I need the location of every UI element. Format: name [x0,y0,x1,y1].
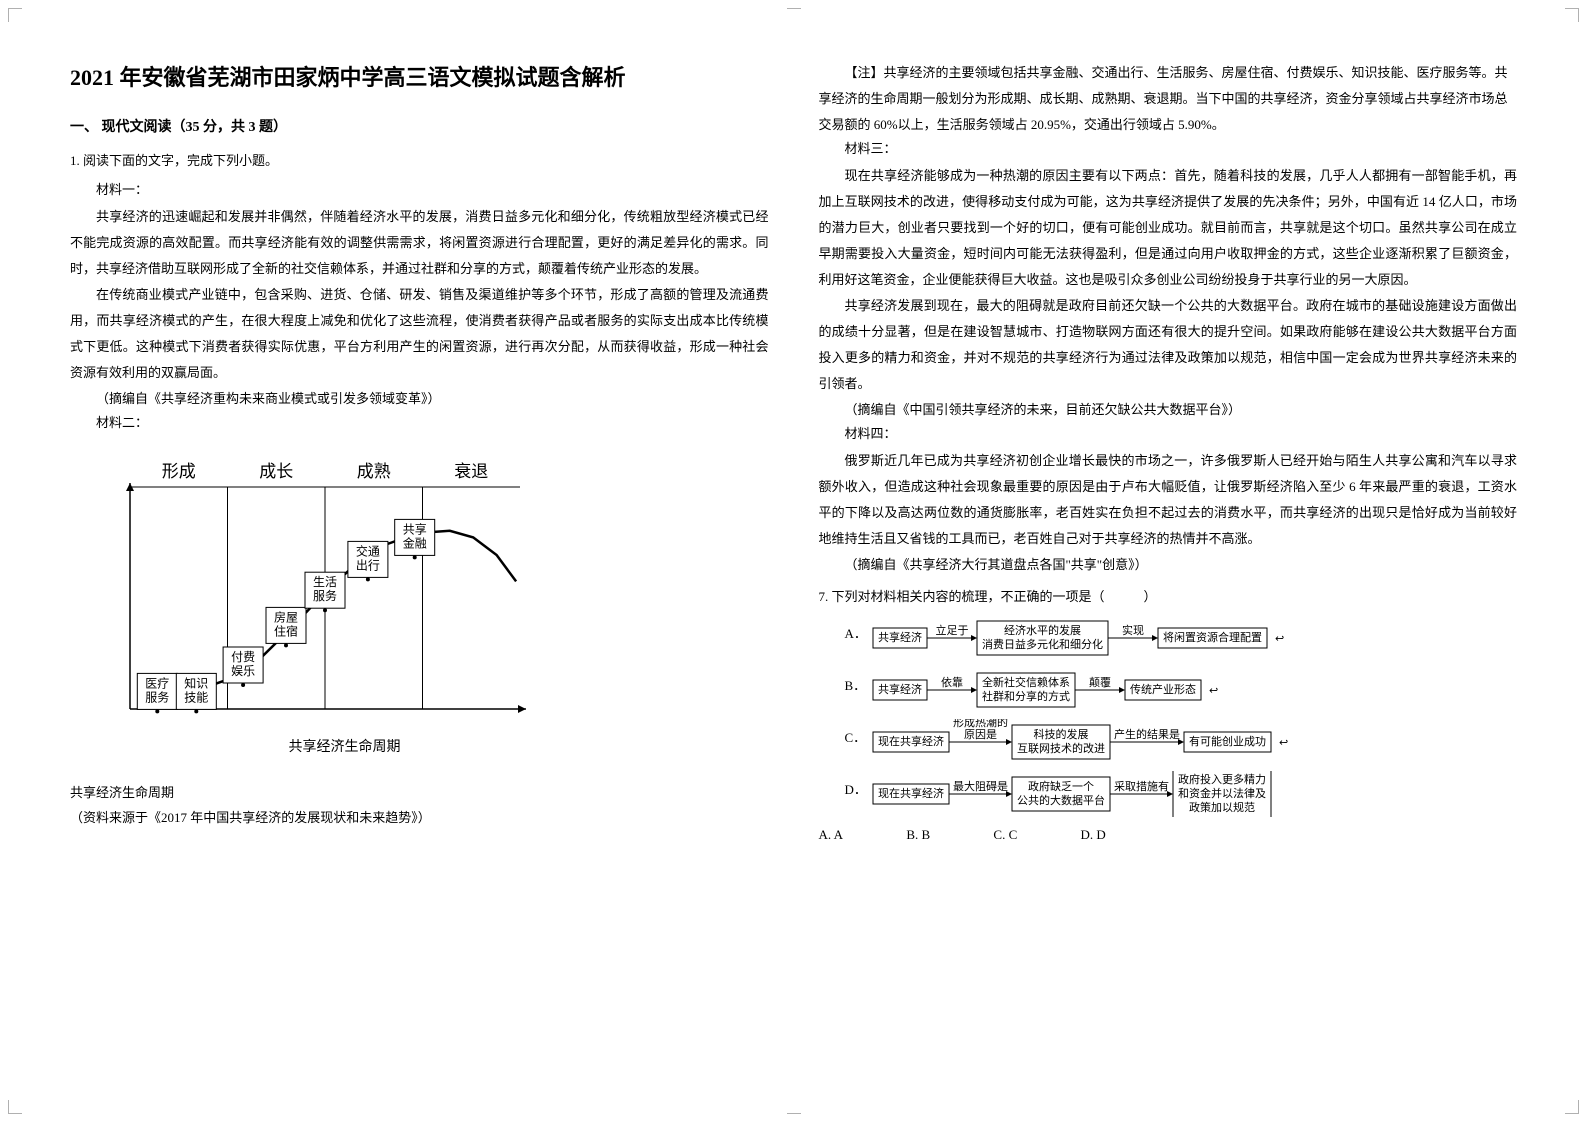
option-row: B． 共享经济 依靠 全新社交信赖体系社群和分享的方式 颠覆传统产业形态 ↩ [845,667,1518,713]
option-letter: B． [845,667,871,694]
options-diagrams: A．共享经济立足于经济水平的发展消费日益多元化和细分化实现将闲置资源合理配置↩B… [819,615,1518,817]
answer-c: C. C [993,827,1017,842]
svg-text:共享经济: 共享经济 [878,630,922,644]
svg-text:生活: 生活 [313,575,337,589]
section-1-heading: 一、 现代文阅读（35 分，共 3 题） [70,116,769,136]
material-3-paragraph-2: 共享经济发展到现在，最大的阻碍就是政府目前还欠缺一个公共的大数据平台。政府在城市… [819,293,1518,397]
svg-text:知识: 知识 [184,676,208,690]
svg-text:政府缺乏一个: 政府缺乏一个 [1028,779,1094,793]
svg-text:最大阻碍是: 最大阻碍是 [953,779,1008,793]
svg-text:消费日益多元化和细分化: 消费日益多元化和细分化 [982,637,1103,651]
answer-a: A. A [819,827,844,842]
svg-text:金融: 金融 [403,535,427,550]
svg-text:服务: 服务 [313,588,337,603]
question-1-label: 1. 阅读下面的文字，完成下列小题。 [70,150,769,169]
svg-text:现在共享经济: 现在共享经济 [878,786,944,800]
option-letter: A． [845,615,871,642]
option-flow-svg: 共享经济立足于 经济水平的发展消费日益多元化和细分化 实现将闲置资源合理配置 ↩ [871,615,1431,661]
svg-text:↩: ↩ [1275,633,1284,645]
answer-d: D. D [1081,827,1106,842]
svg-text:依靠: 依靠 [941,675,963,689]
left-column: 2021 年安徽省芜湖市田家炳中学高三语文模拟试题含解析 一、 现代文阅读（35… [70,60,794,1082]
option-flow-svg: 现在共享经济最大阻碍是 政府缺乏一个公共的大数据平台采取措施有政府投入更多精力和资… [871,771,1431,817]
svg-text:社群和分享的方式: 社群和分享的方式 [982,689,1070,703]
option-letter: D． [845,771,871,798]
svg-text:政府投入更多精力: 政府投入更多精力 [1178,772,1266,786]
svg-text:服务: 服务 [145,689,169,704]
svg-text:产生的结果是: 产生的结果是 [1114,727,1180,741]
option-row: C． 现在共享经济形成热潮的原因是 科技的发展互联网技术的改进产生的结果是有可能创业… [845,719,1518,765]
svg-text:形成热潮的: 形成热潮的 [953,719,1008,729]
option-row: A． 共享经济立足于 经济水平的发展消费日益多元化和细分化 实现将闲置资源合理配置 ↩ [845,615,1518,661]
material-4-paragraph-1: 俄罗斯近几年已成为共享经济初创企业增长最快的市场之一，许多俄罗斯人已经开始与陌生… [819,448,1518,552]
chart-source: （资料来源于《2017 年中国共享经济的发展现状和未来趋势》） [70,807,769,826]
lifecycle-chart-svg: 形成成长成熟衰退医疗服务知识技能付费娱乐房屋住宿生活服务交通出行共享金融共享经济… [70,449,540,769]
svg-text:形成: 形成 [162,462,196,481]
svg-text:娱乐: 娱乐 [231,664,255,678]
material-4-label: 材料四： [819,423,1518,442]
svg-text:传统产业形态: 传统产业形态 [1130,682,1196,696]
svg-text:和资金并以法律及: 和资金并以法律及 [1178,786,1266,800]
material-4-citation: （摘编自《共享经济大行其道盘点各国"共享"创意》） [819,552,1518,578]
svg-text:↩: ↩ [1209,685,1218,697]
question-7-label: 7. 下列对材料相关内容的梳理，不正确的一项是（ ） [819,586,1518,605]
svg-text:科技的发展: 科技的发展 [1033,727,1088,741]
option-flow-svg: 现在共享经济形成热潮的原因是 科技的发展互联网技术的改进产生的结果是有可能创业成功… [871,719,1431,765]
material-3-citation: （摘编自《中国引领共享经济的未来，目前还欠缺公共大数据平台》） [819,397,1518,423]
answer-b: B. B [906,827,930,842]
svg-text:互联网技术的改进: 互联网技术的改进 [1017,741,1105,755]
svg-text:住宿: 住宿 [274,623,298,638]
svg-text:颠覆: 颠覆 [1089,675,1111,689]
option-row: D． 现在共享经济最大阻碍是 政府缺乏一个公共的大数据平台采取措施有政府投入更多精力… [845,771,1518,817]
svg-text:现在共享经济: 现在共享经济 [878,734,944,748]
svg-text:立足于: 立足于 [935,623,968,637]
material-3-label: 材料三： [819,138,1518,157]
svg-text:有可能创业成功: 有可能创业成功 [1189,734,1266,748]
answer-choices: A. A B. B C. C D. D [819,827,1518,843]
svg-text:付费: 付费 [231,650,255,664]
svg-text:共享经济生命周期: 共享经济生命周期 [289,738,401,755]
svg-text:技能: 技能 [184,690,208,704]
svg-text:共享经济: 共享经济 [878,682,922,696]
svg-text:衰退: 衰退 [454,462,488,481]
svg-text:共享: 共享 [403,521,427,536]
chart-caption: 共享经济生命周期 [70,782,769,801]
svg-text:成长: 成长 [259,462,293,481]
svg-text:医疗: 医疗 [145,676,169,690]
svg-text:采取措施有: 采取措施有 [1114,779,1169,793]
svg-text:全新社交信赖体系: 全新社交信赖体系 [982,675,1070,689]
material-2-label: 材料二： [70,412,769,431]
exam-title: 2021 年安徽省芜湖市田家炳中学高三语文模拟试题含解析 [70,60,769,92]
material-1-citation: （摘编自《共享经济重构未来商业模式或引发多领域变革》） [70,386,769,412]
svg-text:实现: 实现 [1122,623,1144,637]
svg-text:↩: ↩ [1279,737,1288,749]
svg-text:出行: 出行 [356,558,380,572]
note-paragraph: 【注】共享经济的主要领域包括共享金融、交通出行、生活服务、房屋住宿、付费娱乐、知… [819,60,1518,138]
svg-text:交通: 交通 [356,543,380,558]
svg-text:成熟: 成熟 [357,461,391,481]
material-3-paragraph-1: 现在共享经济能够成为一种热潮的原因主要有以下两点：首先，随着科技的发展，几乎人人… [819,163,1518,293]
material-1-label: 材料一： [70,179,769,198]
lifecycle-chart: 形成成长成熟衰退医疗服务知识技能付费娱乐房屋住宿生活服务交通出行共享金融共享经济… [70,449,769,774]
right-column: 【注】共享经济的主要领域包括共享金融、交通出行、生活服务、房屋住宿、付费娱乐、知… [794,60,1518,1082]
material-1-paragraph-1: 共享经济的迅速崛起和发展并非偶然，伴随着经济水平的发展，消费日益多元化和细分化，… [70,204,769,282]
svg-text:经济水平的发展: 经济水平的发展 [1004,623,1081,637]
svg-text:政策加以规范: 政策加以规范 [1189,800,1255,814]
svg-text:将闲置资源合理配置: 将闲置资源合理配置 [1163,630,1262,644]
material-1-paragraph-2: 在传统商业模式产业链中，包含采购、进货、仓储、研发、销售及渠道维护等多个环节，形… [70,282,769,386]
svg-text:原因是: 原因是 [964,728,997,741]
option-flow-svg: 共享经济 依靠 全新社交信赖体系社群和分享的方式 颠覆传统产业形态 ↩ [871,667,1431,713]
option-letter: C． [845,719,871,746]
svg-text:公共的大数据平台: 公共的大数据平台 [1017,793,1105,807]
svg-text:房屋: 房屋 [274,609,298,624]
